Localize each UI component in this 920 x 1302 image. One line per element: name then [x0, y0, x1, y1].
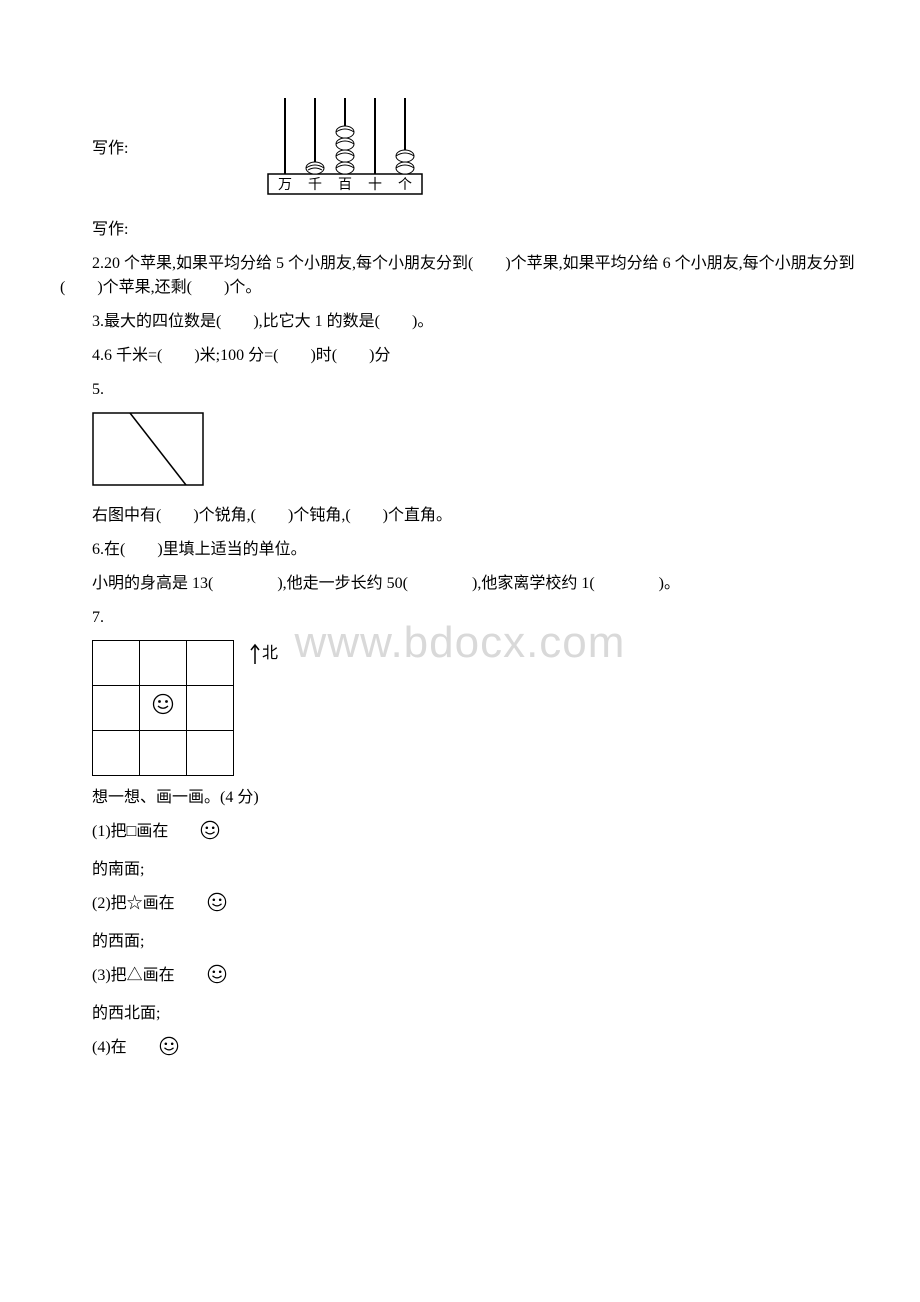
- question-7-head: 7.: [60, 606, 860, 630]
- q7-item-3a: (3)把△画在: [60, 964, 860, 992]
- q7-item-4a-text: (4)在: [92, 1039, 127, 1056]
- svg-text:千: 千: [308, 177, 322, 193]
- svg-text:十: 十: [368, 177, 382, 193]
- table-row: [93, 731, 234, 776]
- abacus-beads: [306, 126, 414, 174]
- grid-cell-smiley: [140, 686, 187, 731]
- rectangle-figure: [92, 412, 860, 494]
- svg-text:百: 百: [338, 177, 352, 193]
- grid-table: [92, 640, 234, 776]
- table-row: [93, 641, 234, 686]
- table-row: [93, 686, 234, 731]
- grid-cell: [140, 641, 187, 686]
- north-indicator: 北: [248, 642, 278, 666]
- smiley-icon: [168, 820, 220, 848]
- write-label-2: 写作:: [60, 218, 860, 242]
- smiley-icon: [175, 964, 227, 992]
- q7-item-1a: (1)把□画在: [60, 820, 860, 848]
- north-label: 北: [262, 642, 278, 666]
- question-6-head: 6.在( )里填上适当的单位。: [60, 538, 860, 562]
- grid-cell: [187, 686, 234, 731]
- grid-cell: [187, 641, 234, 686]
- q7-item-1b: 的南面;: [60, 858, 860, 882]
- smiley-icon: [127, 1036, 179, 1064]
- write-label-1: 写作:: [60, 137, 260, 161]
- q7-item-3b: 的西北面;: [60, 1002, 860, 1026]
- abacus-figure: 万 千 百 十 个: [260, 90, 430, 208]
- q7-item-2b: 的西面;: [60, 930, 860, 954]
- svg-text:万: 万: [278, 178, 292, 193]
- q7-item-3a-text: (3)把△画在: [92, 967, 175, 984]
- q7-item-1a-text: (1)把□画在: [92, 823, 168, 840]
- grid-cell: [140, 731, 187, 776]
- grid-cell: [93, 731, 140, 776]
- grid-cell: [93, 686, 140, 731]
- question-3: 3.最大的四位数是( ),比它大 1 的数是( )。: [60, 310, 860, 334]
- abacus-row: 写作:: [60, 90, 860, 208]
- question-2: 2.20 个苹果,如果平均分给 5 个小朋友,每个小朋友分到( )个苹果,如果平…: [60, 252, 860, 300]
- question-4: 4.6 千米=( )米;100 分=( )时( )分: [60, 344, 860, 368]
- q7-item-4a: (4)在: [60, 1036, 860, 1064]
- question-5-head: 5.: [60, 378, 860, 402]
- grid-cell: [187, 731, 234, 776]
- q7-item-2a-text: (2)把☆画在: [92, 895, 175, 912]
- question-5-text: 右图中有( )个锐角,( )个钝角,( )个直角。: [60, 504, 860, 528]
- arrow-up-icon: [248, 642, 262, 666]
- smiley-icon: [152, 693, 174, 723]
- smiley-icon: [175, 892, 227, 920]
- question-6-text: 小明的身高是 13( ),他走一步长约 50( ),他家离学校约 1( )。: [60, 572, 860, 596]
- rect-box: [93, 413, 203, 485]
- grid-cell: [93, 641, 140, 686]
- grid-figure: 北: [92, 640, 860, 776]
- question-7-title: 想一想、画一画。(4 分): [60, 786, 860, 810]
- q7-item-2a: (2)把☆画在: [60, 892, 860, 920]
- svg-text:个: 个: [398, 177, 412, 193]
